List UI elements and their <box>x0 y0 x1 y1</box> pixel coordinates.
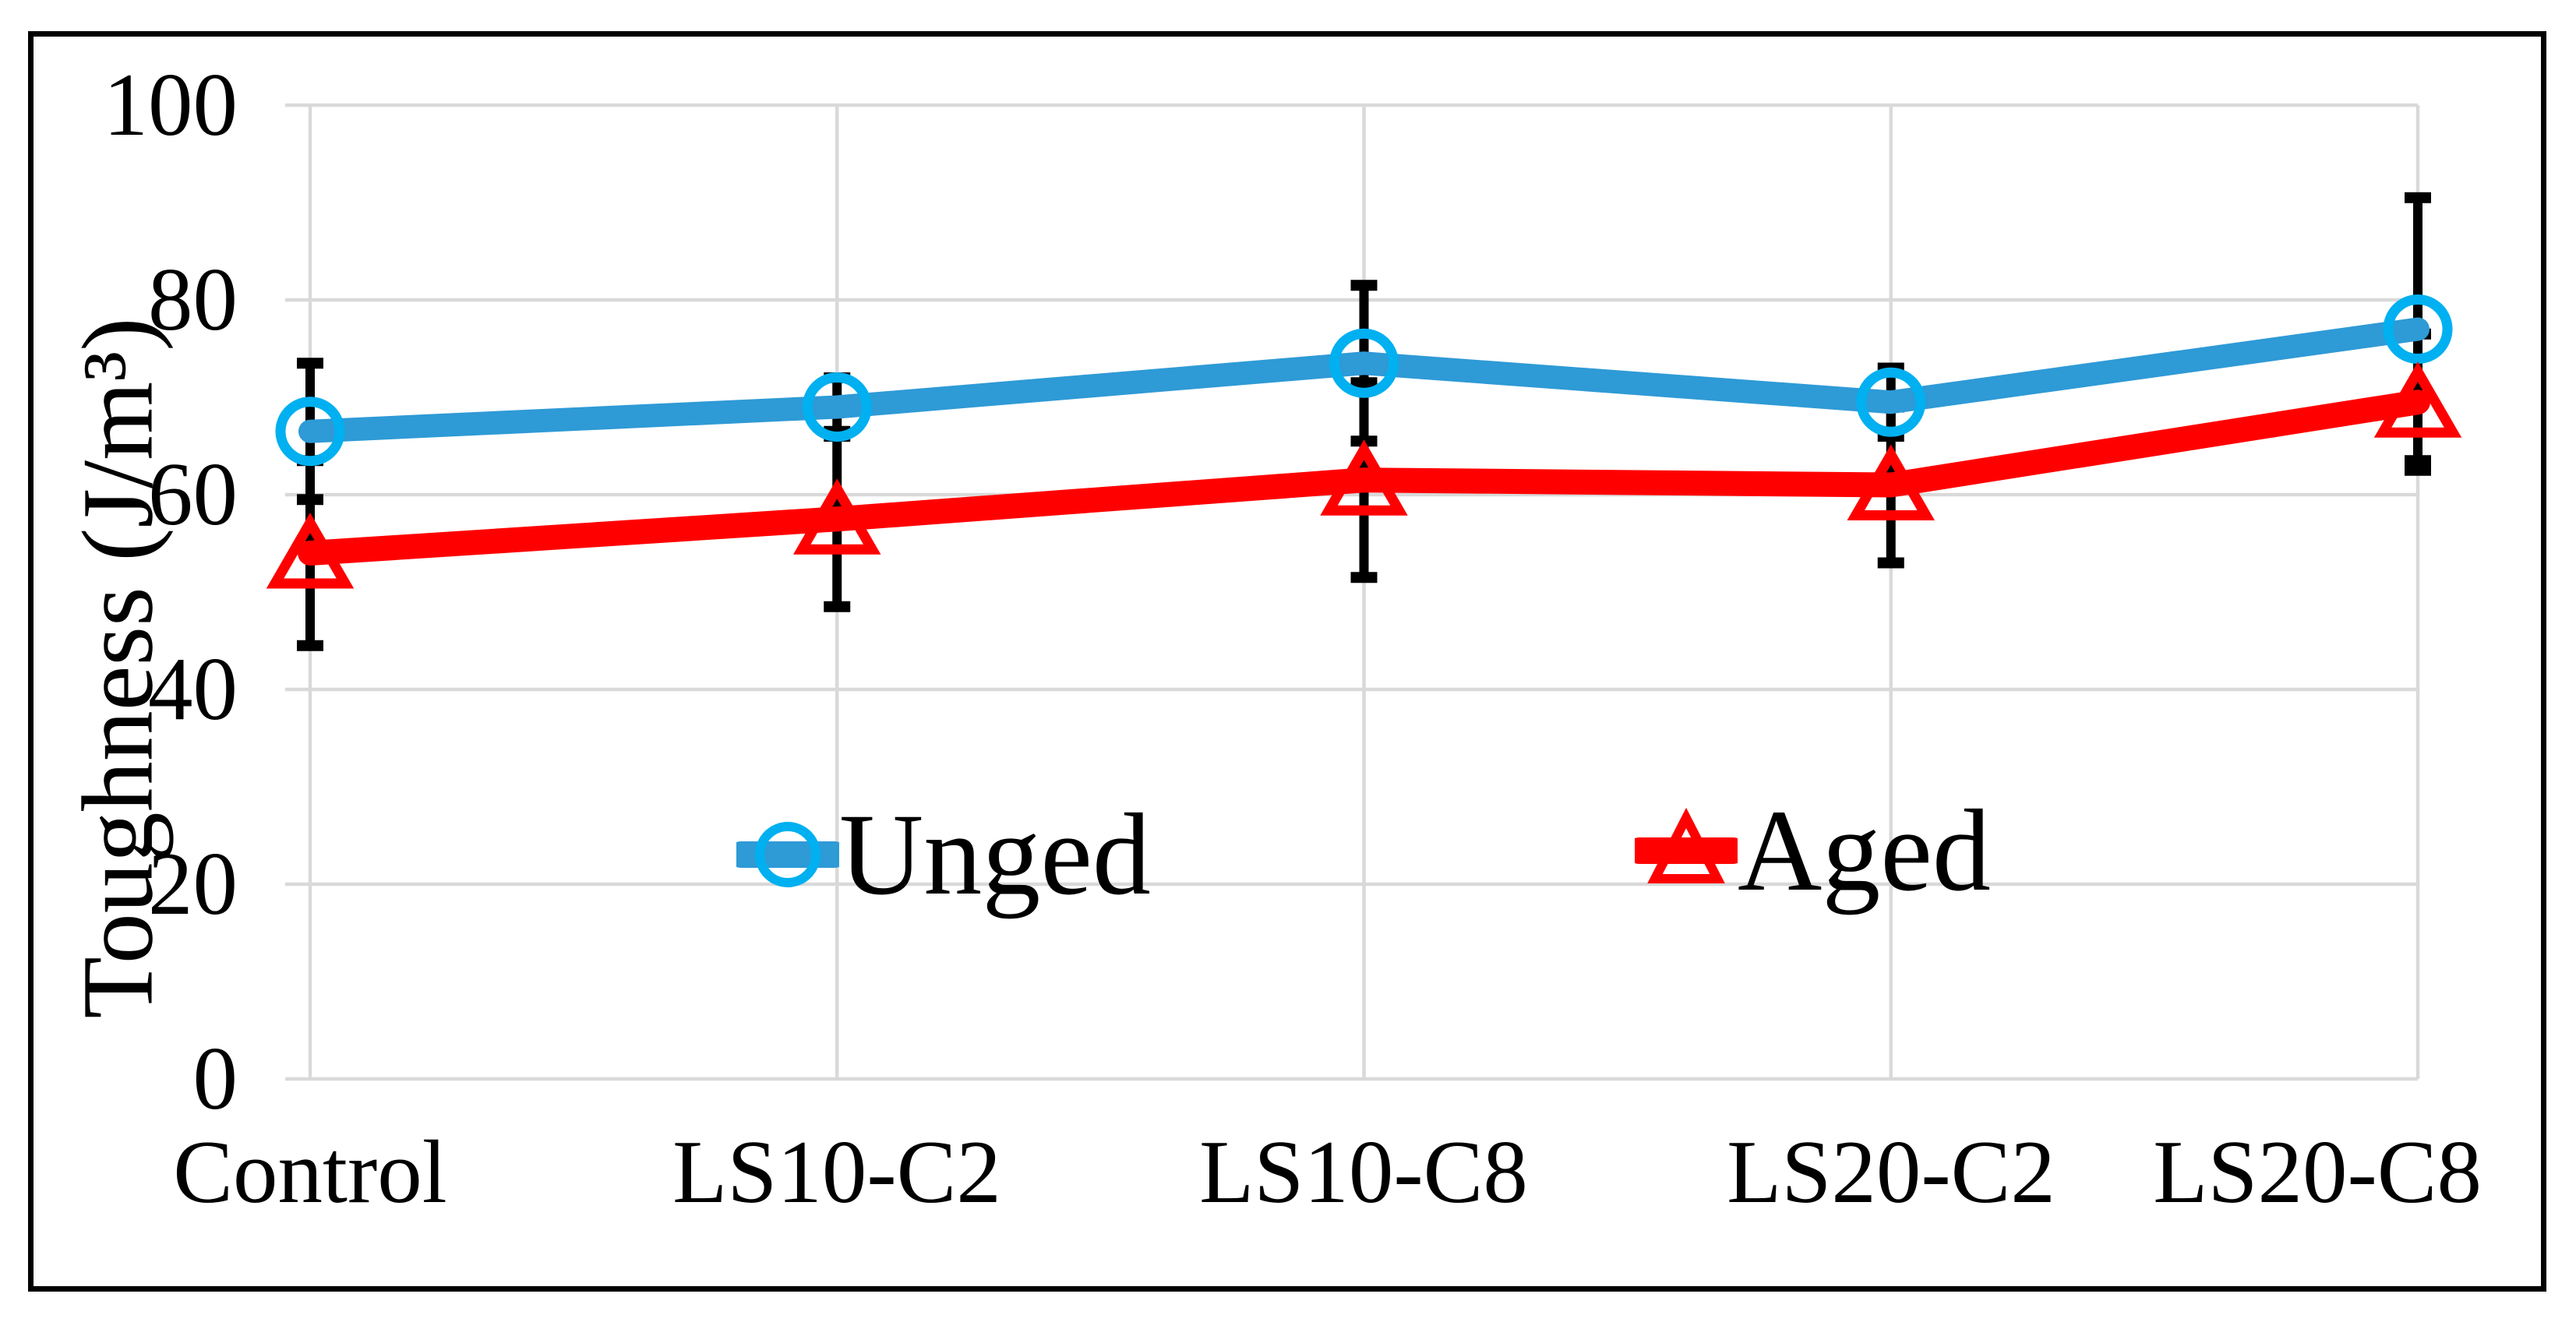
legend-item-unged: Unged <box>736 792 1151 917</box>
marker-unged-3 <box>1856 367 1926 437</box>
legend-marker-circle-icon <box>736 822 839 887</box>
legend-label-unged: Unged <box>839 790 1151 919</box>
x-label-control: Control <box>173 1123 447 1222</box>
legend-item-aged: Aged <box>1635 788 1991 913</box>
marker-aged-4 <box>2373 361 2462 438</box>
marker-aged-0 <box>266 512 355 589</box>
gridlines <box>285 103 2420 1081</box>
y-tick-20: 20 <box>148 834 238 933</box>
y-tick-80: 80 <box>148 250 238 349</box>
legend-marker-triangle-icon <box>1635 807 1738 883</box>
marker-unged-2 <box>1329 328 1399 398</box>
marker-aged-2 <box>1320 439 1408 516</box>
marker-aged-3 <box>1847 444 1936 520</box>
marker-aged-1 <box>792 478 881 555</box>
x-label-ls10-c8: LS10-C8 <box>1199 1123 1528 1222</box>
y-tick-100: 100 <box>103 55 238 154</box>
marker-unged-4 <box>2383 294 2453 364</box>
series-line-unged <box>298 317 2430 443</box>
series-markers <box>266 294 2462 589</box>
series-lines <box>298 317 2430 566</box>
y-tick-40: 40 <box>148 640 238 739</box>
y-tick-60: 60 <box>148 445 238 544</box>
legend-label-aged: Aged <box>1738 786 1991 915</box>
marker-unged-1 <box>802 372 872 442</box>
marker-unged-0 <box>275 397 345 467</box>
x-label-ls20-c8: LS20-C8 <box>2153 1123 2482 1222</box>
series-line-aged <box>298 390 2430 566</box>
y-tick-0: 0 <box>192 1029 238 1128</box>
figure-border <box>28 31 2546 1292</box>
x-label-ls10-c2: LS10-C2 <box>672 1123 1001 1222</box>
x-label-ls20-c2: LS20-C2 <box>1727 1123 2056 1222</box>
